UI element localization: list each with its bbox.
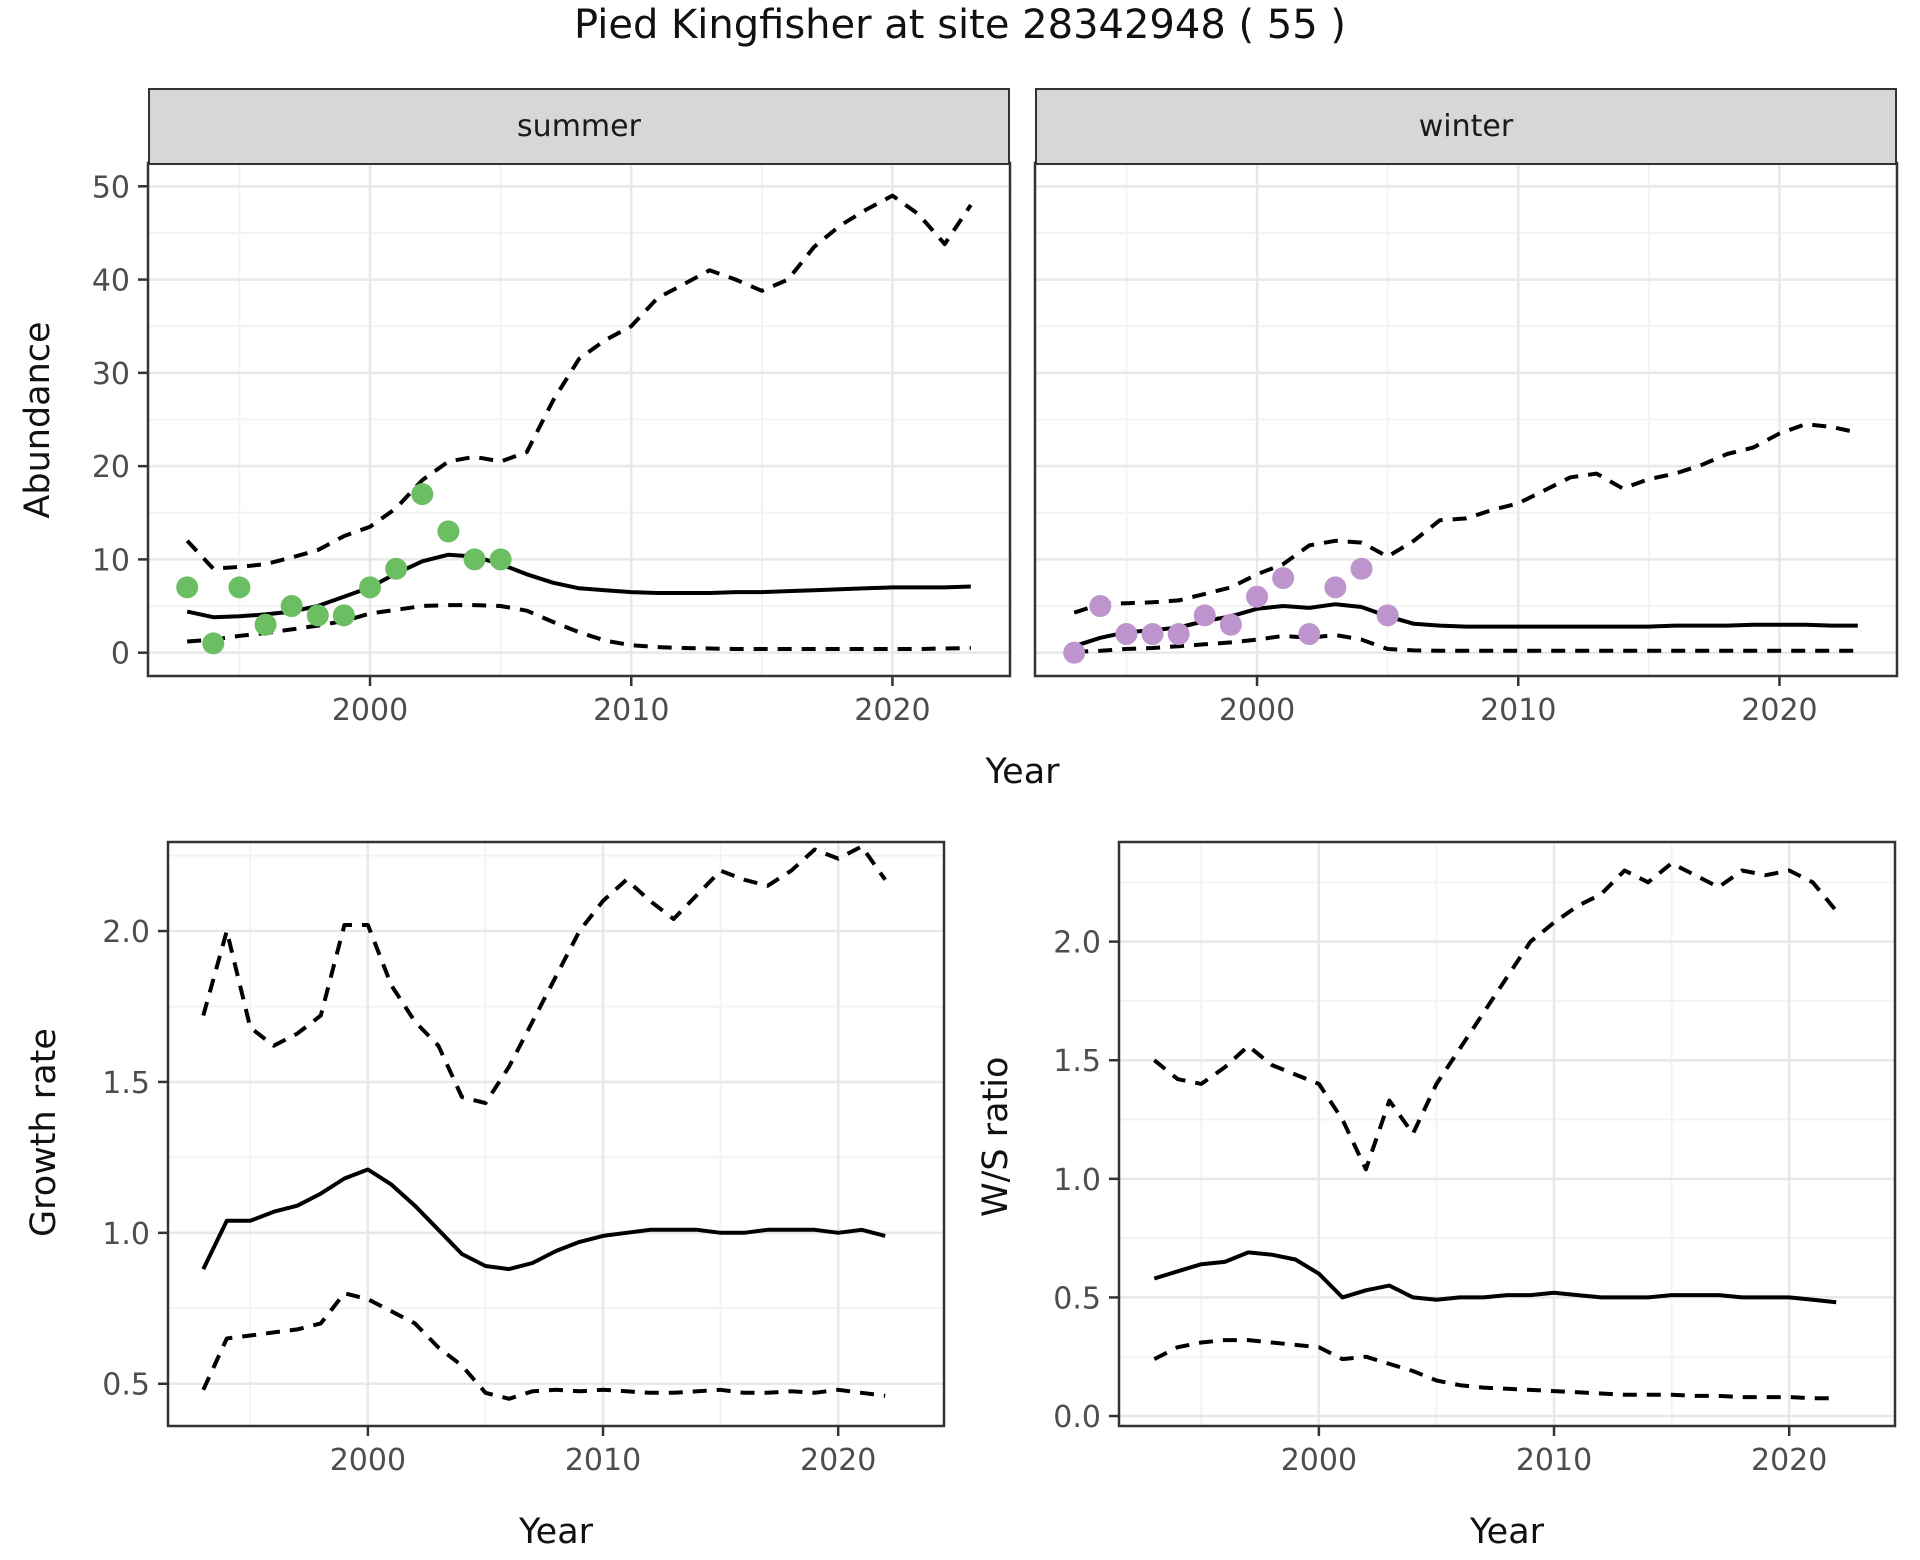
data-point bbox=[1141, 623, 1164, 646]
data-point bbox=[1089, 595, 1112, 618]
series-median bbox=[1153, 1250, 1837, 1305]
data-point bbox=[1324, 576, 1347, 599]
data-point bbox=[1272, 567, 1295, 590]
series-observed-counts bbox=[176, 483, 512, 655]
data-point bbox=[1193, 604, 1216, 627]
y-axis-title-ws-ratio: W/S ratio bbox=[976, 1056, 1016, 1217]
x-tick-label: 2000 bbox=[1219, 693, 1295, 728]
y-tick-label: 1.0 bbox=[102, 1217, 150, 1252]
y-tick-label: 0.5 bbox=[102, 1368, 150, 1403]
data-point bbox=[332, 604, 355, 627]
panel-abundance-winter: 2000 2010 2020 bbox=[1033, 161, 1899, 728]
facet-strip-summer-label: summer bbox=[517, 109, 641, 144]
x-tick-label: 2020 bbox=[1751, 1443, 1827, 1478]
data-point bbox=[359, 576, 382, 599]
data-point bbox=[1115, 623, 1138, 646]
data-point bbox=[1376, 604, 1399, 627]
y-tick-label: 2.0 bbox=[102, 915, 150, 950]
x-tick-label: 2000 bbox=[330, 1443, 406, 1478]
x-tick-label: 2000 bbox=[1281, 1443, 1357, 1478]
panel-ws-ratio: 2000 2010 2020 0.0 0.5 1.0 1.5 2.0 bbox=[1053, 840, 1897, 1478]
x-axis-title-year-growth: Year bbox=[518, 1512, 594, 1552]
data-point bbox=[254, 613, 277, 636]
facet-strip-winter: winter bbox=[1035, 88, 1897, 165]
data-point bbox=[411, 483, 434, 506]
x-axis-title-year-top: Year bbox=[985, 752, 1060, 792]
x-axis-title-year-ws: Year bbox=[1469, 1512, 1545, 1552]
series-upper-95ci bbox=[1153, 861, 1838, 1172]
y-tick-label: 2.0 bbox=[1053, 926, 1101, 961]
x-tick-label: 2020 bbox=[800, 1443, 876, 1478]
y-tick-label: 1.5 bbox=[1053, 1044, 1101, 1079]
y-tick-label: 0.0 bbox=[1053, 1400, 1101, 1435]
data-point bbox=[489, 548, 512, 571]
data-point bbox=[1167, 623, 1190, 646]
y-tick-label: 0.5 bbox=[1053, 1281, 1101, 1316]
y-tick-label: 30 bbox=[92, 357, 130, 392]
y-tick-label: 10 bbox=[92, 543, 130, 578]
panel-border bbox=[166, 840, 946, 1428]
x-tick-label: 2010 bbox=[1480, 693, 1556, 728]
data-point bbox=[1350, 557, 1373, 580]
x-tick-label: 2020 bbox=[1741, 693, 1817, 728]
facet-strip-summer: summer bbox=[148, 88, 1010, 165]
data-point bbox=[228, 576, 251, 599]
series-median bbox=[201, 1167, 886, 1272]
x-tick-label: 2000 bbox=[332, 693, 408, 728]
x-tick-label: 2010 bbox=[1516, 1443, 1592, 1478]
data-point bbox=[437, 520, 460, 543]
series-upper-95ci bbox=[185, 193, 973, 571]
data-point bbox=[385, 557, 408, 580]
data-point bbox=[1298, 623, 1321, 646]
series-lower-95ci bbox=[201, 1291, 886, 1401]
data-point bbox=[1063, 641, 1086, 664]
y-tick-label: 20 bbox=[92, 450, 130, 485]
x-tick-label: 2020 bbox=[854, 693, 930, 728]
series-lower-95ci bbox=[1074, 633, 1858, 654]
y-tick-label: 1.0 bbox=[1053, 1163, 1101, 1198]
data-point bbox=[463, 548, 486, 571]
x-tick-label: 2010 bbox=[593, 693, 669, 728]
panel-border bbox=[1117, 840, 1897, 1428]
page-title: Pied Kingfisher at site 28342948 ( 55 ) bbox=[573, 2, 1347, 48]
series-upper-95ci bbox=[1073, 422, 1859, 615]
panel-background bbox=[1119, 842, 1895, 1426]
y-axis-title-abundance: Abundance bbox=[18, 321, 58, 519]
series-upper-95ci bbox=[201, 844, 887, 1106]
x-tick-label: 2010 bbox=[565, 1443, 641, 1478]
y-tick-label: 40 bbox=[92, 264, 130, 299]
data-point bbox=[1219, 613, 1242, 636]
data-point bbox=[306, 604, 329, 627]
panel-growth-rate: 2000 2010 2020 0.5 1.0 1.5 2.0 bbox=[102, 840, 946, 1478]
y-tick-label: 50 bbox=[92, 170, 130, 205]
data-point bbox=[1246, 585, 1269, 608]
data-point bbox=[202, 632, 225, 655]
series-lower-95ci bbox=[1153, 1338, 1837, 1401]
data-point bbox=[176, 576, 199, 599]
facet-strip-winter-label: winter bbox=[1418, 109, 1514, 144]
panel-abundance-summer: 2000 2010 2020 0 10 20 30 40 50 bbox=[92, 161, 1012, 728]
panel-background bbox=[168, 842, 944, 1426]
data-point bbox=[280, 595, 303, 618]
y-tick-label: 1.5 bbox=[102, 1066, 150, 1101]
y-tick-label: 0 bbox=[111, 637, 130, 672]
series-observed-counts bbox=[1063, 557, 1399, 664]
y-axis-title-growth-rate: Growth rate bbox=[24, 1028, 64, 1237]
